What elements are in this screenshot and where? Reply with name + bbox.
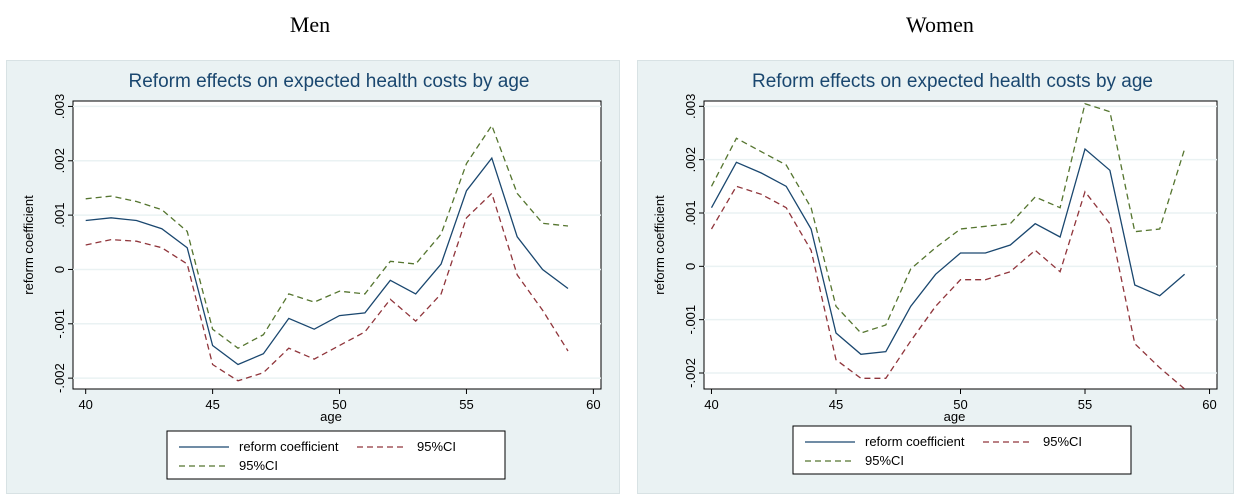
legend-label-2: 95%CI bbox=[239, 458, 278, 473]
y-tick-label: -.002 bbox=[683, 358, 698, 388]
x-tick-label: 40 bbox=[78, 397, 92, 412]
series-line-2 bbox=[85, 124, 569, 349]
x-tick-label: 50 bbox=[332, 397, 346, 412]
x-axis-label: age bbox=[320, 409, 342, 424]
men-header: Men bbox=[289, 12, 331, 37]
legend-label-0: reform coefficient bbox=[239, 439, 339, 454]
x-axis-label: age bbox=[944, 409, 966, 424]
y-tick-label: .002 bbox=[683, 147, 698, 172]
legend-label-2: 95%CI bbox=[865, 453, 904, 468]
legend-box bbox=[792, 425, 1132, 475]
legend-label-1: 95%CI bbox=[1043, 434, 1082, 449]
y-tick-label: 0 bbox=[683, 263, 698, 270]
series-line-0 bbox=[710, 147, 1186, 355]
y-tick-label: 0 bbox=[52, 266, 67, 273]
legend-box bbox=[166, 430, 506, 480]
x-tick-label: 55 bbox=[1078, 397, 1092, 412]
y-tick-label: .001 bbox=[52, 202, 67, 227]
men-chart: Reform effects on expected health costs … bbox=[21, 71, 602, 480]
series-line-0 bbox=[85, 156, 569, 366]
y-tick-label: -.001 bbox=[52, 309, 67, 339]
x-tick-label: 40 bbox=[704, 397, 718, 412]
x-tick-label: 60 bbox=[586, 397, 600, 412]
y-tick-label: -.001 bbox=[683, 305, 698, 335]
chart-title: Reform effects on expected health costs … bbox=[129, 71, 530, 92]
y-tick-label: -.002 bbox=[52, 363, 67, 393]
legend-label-1: 95%CI bbox=[417, 439, 456, 454]
y-tick-label: .002 bbox=[52, 148, 67, 173]
y-tick-label: .001 bbox=[683, 200, 698, 225]
x-tick-label: 60 bbox=[1202, 397, 1216, 412]
plot-area bbox=[72, 100, 602, 390]
x-tick-label: 50 bbox=[953, 397, 967, 412]
women-header: Women bbox=[906, 12, 974, 37]
x-tick-label: 55 bbox=[459, 397, 473, 412]
legend-label-0: reform coefficient bbox=[865, 434, 965, 449]
series-line-2 bbox=[710, 102, 1186, 334]
y-tick-label: .003 bbox=[683, 94, 698, 119]
y-tick-label: .003 bbox=[52, 94, 67, 119]
men-chart-panel: Reform effects on expected health costs … bbox=[6, 60, 620, 494]
y-axis-label: reform coefficient bbox=[21, 195, 36, 295]
series-line-1 bbox=[85, 192, 569, 382]
women-chart-panel: Reform effects on expected health costs … bbox=[637, 60, 1234, 494]
plot-area bbox=[703, 100, 1218, 390]
series-line-1 bbox=[710, 185, 1186, 390]
women-chart: Reform effects on expected health costs … bbox=[652, 71, 1218, 475]
y-axis-label: reform coefficient bbox=[652, 195, 667, 295]
chart-title: Reform effects on expected health costs … bbox=[752, 71, 1153, 92]
x-tick-label: 45 bbox=[829, 397, 843, 412]
x-tick-label: 45 bbox=[205, 397, 219, 412]
